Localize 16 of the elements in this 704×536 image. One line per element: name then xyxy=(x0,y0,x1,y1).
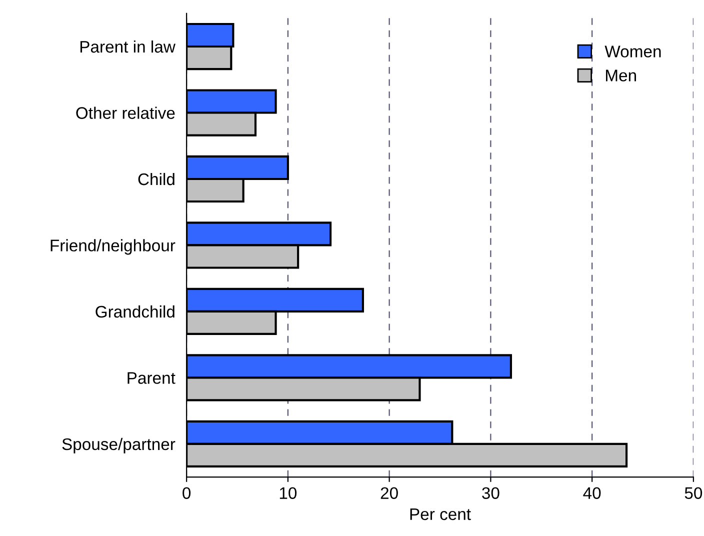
x-axis-title: Per cent xyxy=(410,508,471,520)
y-tick-label: Parent in law xyxy=(80,40,176,53)
x-tick-label: 50 xyxy=(684,487,702,500)
y-tick-label: Grandchild xyxy=(96,305,174,318)
x-tick-label: 10 xyxy=(280,487,297,500)
legend-label: Women xyxy=(604,46,661,58)
y-tick-label: Spouse/partner xyxy=(62,438,176,454)
legend-label: Men xyxy=(606,70,636,82)
x-tick-label: 0 xyxy=(182,487,191,500)
x-tick-label: 40 xyxy=(583,487,601,500)
y-tick-label: Child xyxy=(138,172,174,186)
y-tick-label: Friend/neighbour xyxy=(50,239,176,255)
y-tick-label: Other relative xyxy=(76,106,175,119)
x-tick-label: 20 xyxy=(380,487,398,500)
x-tick-label: 30 xyxy=(482,487,500,500)
y-tick-label: Parent xyxy=(128,372,176,384)
